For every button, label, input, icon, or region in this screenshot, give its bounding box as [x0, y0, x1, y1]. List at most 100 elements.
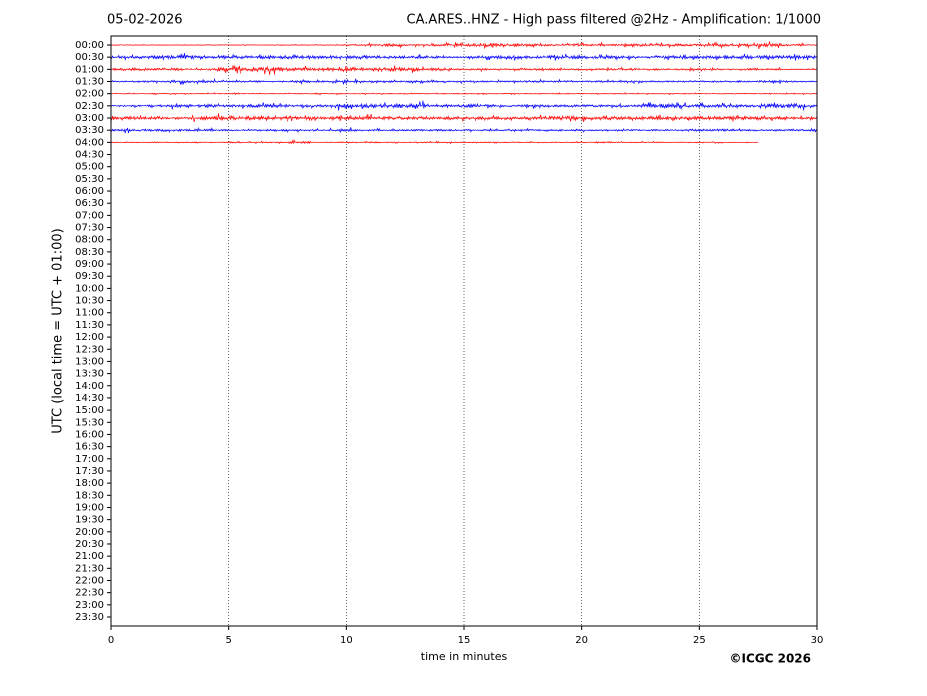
seismic-trace: [734, 53, 759, 61]
seismic-trace: [687, 41, 712, 48]
seismic-trace: [758, 66, 782, 71]
seismic-trace: [381, 79, 406, 84]
seismic-trace: [216, 44, 241, 46]
seismic-trace: [522, 103, 547, 110]
x-tick-label: 20: [575, 635, 588, 646]
seismic-trace: [287, 54, 312, 60]
seismic-trace: [122, 127, 147, 134]
seismic-trace: [334, 78, 359, 85]
seismic-trace: [663, 128, 688, 132]
seismic-trace: [193, 103, 218, 109]
seismic-trace: [640, 80, 665, 84]
seismic-trace: [687, 80, 712, 83]
seismic-trace: [616, 102, 641, 109]
y-tick-label: 11:00: [75, 308, 104, 319]
seismic-trace: [569, 41, 594, 48]
seismic-trace: [263, 92, 288, 95]
y-tick-label: 02:00: [75, 89, 104, 100]
x-tick-label: 10: [340, 635, 353, 646]
y-tick-label: 18:30: [75, 490, 104, 501]
seismic-trace: [428, 92, 453, 95]
seismic-trace: [169, 44, 194, 46]
seismic-trace: [193, 126, 218, 133]
seismic-trace: [110, 67, 124, 72]
seismic-trace: [169, 102, 194, 110]
seismic-trace: [122, 53, 147, 61]
seismic-trace: [310, 54, 335, 60]
y-tick-label: 16:30: [75, 442, 104, 453]
y-tick-label: 05:00: [75, 162, 104, 173]
y-tick-label: 04:30: [75, 150, 104, 161]
seismic-trace: [240, 66, 265, 73]
seismic-trace: [216, 65, 241, 74]
y-tick-label: 17:30: [75, 466, 104, 477]
seismic-trace: [334, 114, 359, 122]
seismic-trace: [110, 128, 124, 132]
seismic-trace: [593, 103, 618, 109]
seismic-trace: [110, 44, 123, 46]
seismic-trace: [287, 128, 312, 133]
y-tick-label: 11:30: [75, 320, 104, 331]
seismic-trace: [522, 66, 547, 72]
seismic-trace: [569, 79, 594, 83]
seismic-trace: [263, 103, 288, 109]
y-tick-label: 21:30: [75, 563, 104, 574]
seismic-trace: [287, 65, 312, 72]
seismic-trace: [499, 92, 523, 96]
seismic-trace: [452, 92, 476, 95]
seismic-trace: [758, 128, 782, 132]
y-tick-label: 15:00: [75, 405, 104, 416]
seismic-trace: [428, 41, 453, 47]
y-tick-label: 15:30: [75, 417, 104, 428]
seismic-trace: [405, 92, 429, 95]
seismic-trace: [734, 127, 759, 132]
y-tick-label: 09:00: [75, 259, 104, 270]
seismic-trace: [546, 78, 571, 83]
seismic-trace: [546, 66, 571, 72]
seismic-trace: [757, 79, 782, 85]
seismic-trace: [428, 140, 453, 145]
seismic-trace: [334, 141, 359, 144]
seismic-trace: [805, 67, 818, 71]
seismic-trace: [687, 102, 712, 109]
seismic-trace: [357, 102, 382, 110]
seismic-trace: [263, 114, 288, 122]
seismic-trace: [404, 79, 430, 85]
seismic-trace: [710, 66, 735, 72]
seismic-trace: [498, 54, 524, 61]
seismic-trace: [334, 65, 359, 73]
seismic-trace: [475, 42, 500, 49]
y-tick-label: 00:30: [75, 52, 104, 63]
y-tick-label: 10:30: [75, 296, 104, 307]
seismic-trace: [310, 66, 335, 73]
seismic-trace: [334, 43, 359, 47]
seismic-trace: [781, 115, 806, 122]
seismic-trace: [193, 67, 217, 72]
seismic-trace: [711, 92, 735, 95]
seismic-trace: [499, 79, 524, 84]
seismic-trace: [146, 54, 171, 61]
seismic-trace: [663, 141, 688, 144]
seismic-trace: [804, 104, 818, 109]
seismic-trace: [593, 78, 618, 83]
seismic-trace: [110, 115, 124, 121]
seismic-trace: [193, 54, 218, 61]
seismic-trace: [193, 77, 218, 85]
seismic-trace: [640, 128, 665, 132]
seismic-trace: [546, 128, 571, 132]
seismic-trace: [110, 92, 123, 95]
seismic-trace: [240, 102, 265, 109]
seismic-trace: [734, 67, 759, 72]
y-tick-label: 05:30: [75, 174, 104, 185]
seismic-trace: [404, 128, 429, 132]
seismic-trace: [640, 114, 665, 122]
seismic-trace: [122, 141, 147, 144]
y-tick-label: 17:00: [75, 454, 104, 465]
seismic-trace: [169, 141, 194, 144]
chart-title: CA.ARES..HNZ - High pass filtered @2Hz -…: [407, 13, 821, 28]
seismic-trace: [734, 92, 759, 95]
seismic-trace: [710, 102, 735, 109]
seismic-trace: [110, 80, 124, 83]
seismic-trace: [357, 114, 382, 121]
seismic-trace: [146, 44, 170, 46]
